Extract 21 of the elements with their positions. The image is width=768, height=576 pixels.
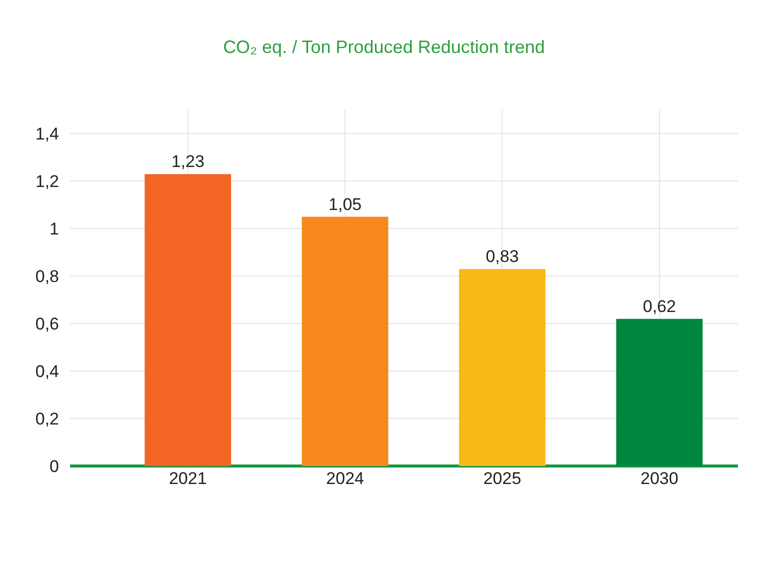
data-label: 0,83 xyxy=(486,247,519,266)
y-tick-label: 0,8 xyxy=(35,267,59,286)
bar xyxy=(302,216,388,466)
x-tick-label: 2030 xyxy=(640,469,678,488)
y-tick-label: 0 xyxy=(50,456,59,476)
y-tick-label: 1,4 xyxy=(35,124,59,144)
y-tick-label: 0,2 xyxy=(35,409,59,428)
x-tick-label: 2025 xyxy=(483,469,522,488)
x-tick-label: 2021 xyxy=(168,469,207,488)
bar xyxy=(616,318,703,466)
y-tick-label: 0,6 xyxy=(35,314,59,334)
data-label: 0,62 xyxy=(642,296,676,316)
x-tick-label: 2024 xyxy=(326,469,364,488)
bar xyxy=(459,269,546,466)
data-label: 1,05 xyxy=(328,194,362,214)
data-label: 1,23 xyxy=(171,152,204,172)
y-tick-label: 1 xyxy=(50,220,59,239)
y-tick-label: 0,4 xyxy=(35,362,59,382)
chart-title: CO₂ eq. / Ton Produced Reduction trend xyxy=(223,36,545,57)
y-tick-label: 1,2 xyxy=(35,172,59,192)
bar xyxy=(144,174,232,466)
